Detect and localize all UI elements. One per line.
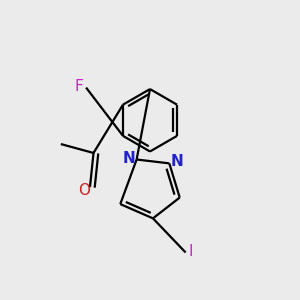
Text: N: N [123, 151, 136, 166]
Text: F: F [74, 79, 83, 94]
Text: I: I [189, 244, 193, 259]
Text: O: O [78, 183, 90, 198]
Text: N: N [170, 154, 183, 169]
